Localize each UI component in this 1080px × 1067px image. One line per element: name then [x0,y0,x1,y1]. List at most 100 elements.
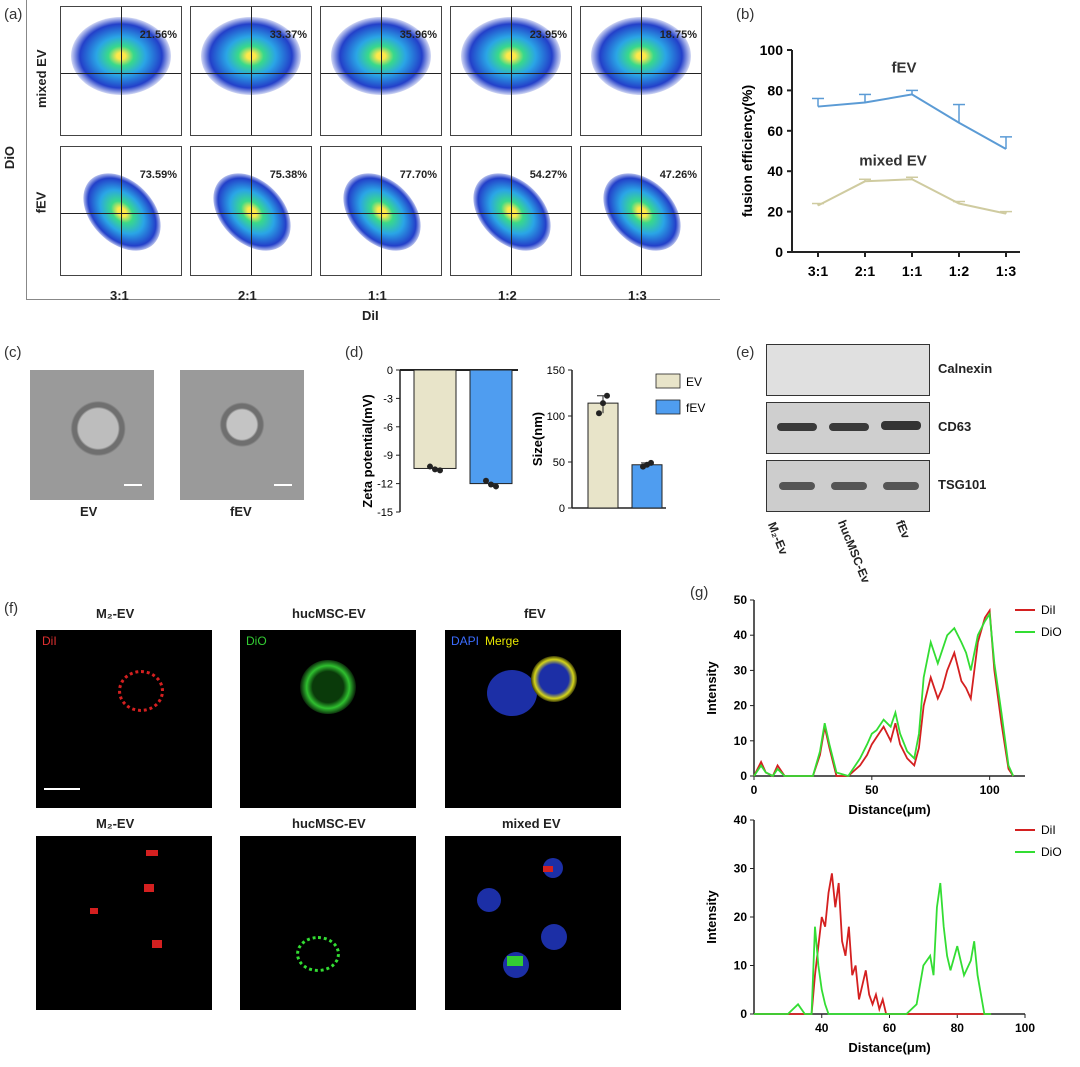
bar [469,369,513,485]
data-point [488,481,494,488]
channel-tag-dapi: DAPI [451,634,480,648]
quadrant-percentage: 75.38% [269,169,307,181]
cell-signal [507,956,523,966]
y-axis-label: Size(nm) [530,412,545,466]
y-tick-label: -6 [383,422,393,434]
quadrant-percentage: 18.75% [659,29,697,41]
blot-band [883,482,919,490]
flow-cytometry-panel: DiO DiI mixed EV fEV 21.56% 33.37% 35.96% 2… [0,0,720,330]
ratio-label: 1:2 [498,288,517,303]
tem-label-fev: fEV [230,504,252,519]
blot-band [777,423,817,431]
confocal-dii-mixed [36,836,212,1010]
blot-band [779,482,815,490]
series-line [753,611,1015,778]
y-tick-label: 80 [767,82,783,98]
chart-b-fusion-efficiency: 0 20 40 60 80 100 3:1 2:1 1:1 1:2 1:3 fusion effici… [739,42,1020,279]
x-tick-label: 100 [1015,1021,1035,1035]
flow-scatter-plot: 73.59% [60,146,182,276]
x-axis-label: Distance(μm) [848,802,930,817]
legend-swatch [655,399,681,415]
channel-tag-dii: DiI [42,634,57,648]
data-point [427,463,433,470]
y-tick-label: 0 [559,503,565,515]
confocal-title: mixed EV [502,816,561,831]
quadrant-percentage: 21.56% [139,29,177,41]
y-tick-label: -3 [383,393,393,405]
blot-strip-cd63 [766,402,930,454]
y-tick-label: -15 [377,507,393,519]
y-tick-label: 100 [760,42,784,58]
y-tick-label: 60 [767,123,783,139]
x-tick-label: 80 [951,1021,965,1035]
confocal-title: hucMSC-EV [292,816,366,831]
gate-line [511,147,512,275]
cell-signal [90,908,98,914]
cell-signal [146,850,158,856]
gate-line [251,147,252,275]
gate-line [641,147,642,275]
cell-signal [296,936,340,972]
panel-label-d: (d) [345,344,364,361]
quadrant-percentage: 47.26% [659,169,697,181]
series-line [817,178,1007,215]
data-point [483,477,489,484]
blot-label-tsg101: TSG101 [938,477,987,492]
series-line [754,882,992,1015]
x-tick-label: 1:1 [902,263,922,279]
y-tick-label: 0 [740,1007,747,1021]
scale-bar [124,484,142,486]
panel-label-f: (f) [4,600,19,617]
x-tick-label: 0 [751,783,758,797]
confocal-title: fEV [524,606,546,621]
tem-image-fev [180,370,304,500]
channel-tag-dio: DiO [246,634,267,648]
nucleus [531,656,577,702]
x-tick-label: 3:1 [808,263,828,279]
gate-line [381,7,382,135]
legend-label: DiI [1041,823,1056,837]
x-tick-label: 60 [883,1021,897,1035]
cell-signal [300,660,356,714]
confocal-dio-fev: DiO [240,630,416,808]
flow-scatter-plot: 75.38% [190,146,312,276]
blot-lane-label: M₂-Ev [765,520,791,557]
y-tick-label: 40 [767,163,783,179]
gate-line [251,7,252,135]
y-tick-label: 10 [734,959,748,973]
nucleus [477,888,501,912]
y-axis-label: fusion efficiency(%) [739,85,755,217]
tem-image-ev [30,370,154,500]
bar [413,369,457,469]
x-axis-label: Distance(μm) [848,1040,930,1055]
flow-scatter-plot: 33.37% [190,6,312,136]
confocal-title: M₂-EV [96,606,135,621]
blot-label-cd63: CD63 [938,419,972,434]
blot-band [829,423,869,431]
quadrant-percentage: 77.70% [399,169,437,181]
chart-g-mixed-profile: 0 10 20 30 40 40 60 80 100 Distance(μm) Intensity D… [704,813,1062,1055]
nucleus [487,670,537,716]
nucleus [541,924,567,950]
flow-scatter-plot: 77.70% [320,146,442,276]
y-axis-label: Zeta potential(mV) [360,394,375,507]
ratio-label: 2:1 [238,288,257,303]
x-tick-label: 100 [980,783,1000,797]
blot-strip-tsg101 [766,460,930,512]
series-line [754,873,992,1015]
flow-y-axis-label: DiO [2,145,18,170]
quadrant-percentage: 35.96% [399,29,437,41]
cell-signal [152,940,162,948]
bar [587,402,619,509]
y-tick-label: 10 [734,734,748,748]
confocal-dii-fev: DiI [36,630,212,808]
scale-bar [274,484,292,486]
quadrant-percentage: 23.95% [529,29,567,41]
legend-label: DiO [1041,625,1062,639]
panel-label-a: (a) [4,6,23,23]
y-axis-label: Intensity [704,890,719,944]
blot-label-calnexin: Calnexin [938,361,993,376]
blot-band [881,421,921,430]
tem-label-ev: EV [80,504,98,519]
cell-signal [144,884,154,892]
